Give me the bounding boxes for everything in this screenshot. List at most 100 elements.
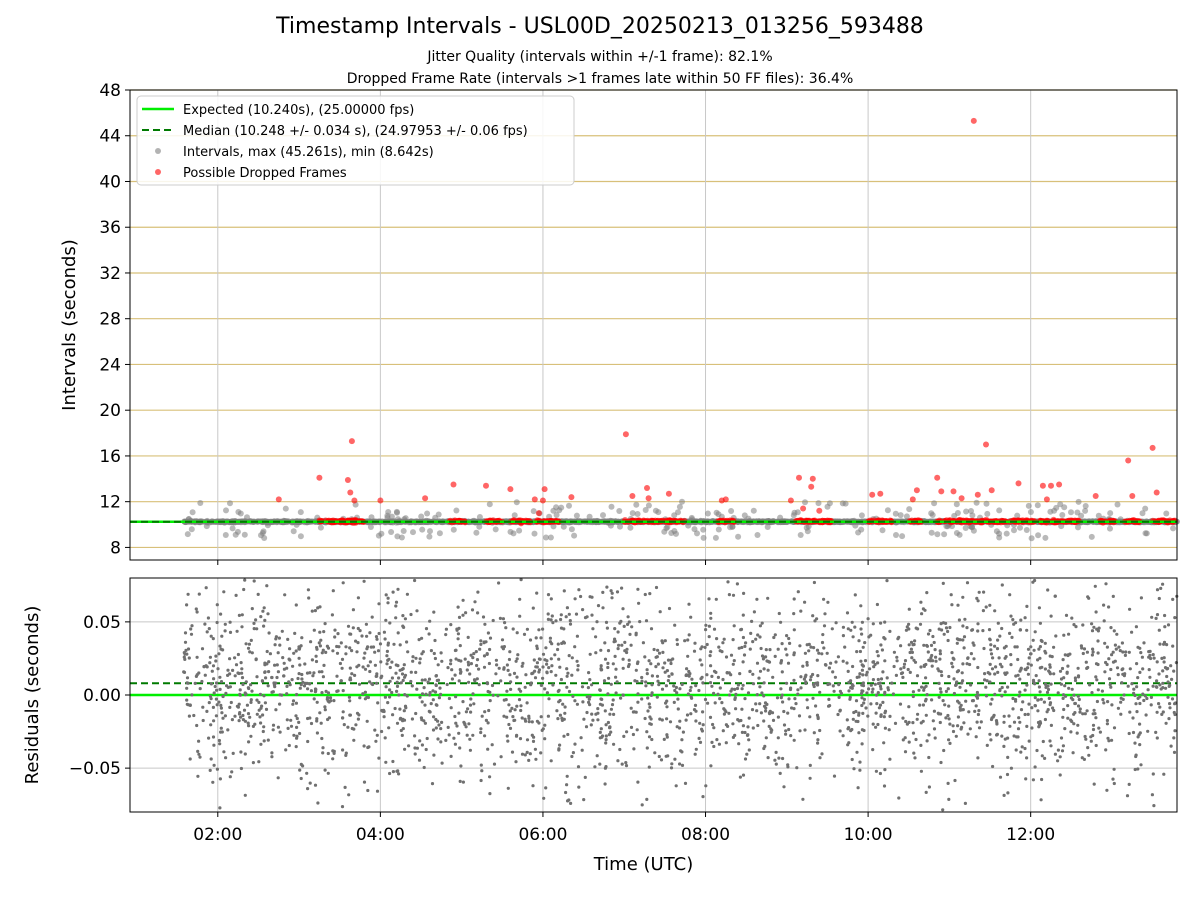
residual-point: [396, 664, 400, 668]
dropped-frame-point: [787, 497, 794, 504]
residual-point: [1155, 736, 1159, 740]
interval-point: [993, 528, 1000, 535]
residual-point: [439, 692, 443, 697]
residual-point: [906, 667, 910, 672]
residual-point: [589, 723, 593, 727]
residual-point: [456, 632, 460, 636]
dropped-frame-point: [1092, 493, 1099, 499]
residual-point: [533, 747, 538, 751]
residual-point: [661, 650, 665, 655]
residual-point: [588, 652, 592, 656]
residual-point: [841, 634, 846, 638]
residual-point: [1165, 643, 1169, 647]
residual-point: [1091, 712, 1095, 716]
residual-point: [211, 664, 216, 668]
residual-point: [358, 696, 362, 700]
residual-point: [393, 706, 397, 711]
residual-point: [375, 789, 380, 793]
residual-point: [1107, 657, 1111, 661]
residual-point: [583, 616, 588, 620]
residual-point: [386, 701, 390, 705]
residual-point: [1138, 670, 1142, 675]
residual-point: [603, 657, 608, 661]
residual-point: [243, 752, 247, 756]
residual-point: [875, 702, 879, 706]
residual-point: [410, 717, 414, 721]
residual-point: [727, 711, 731, 715]
residual-point: [555, 709, 559, 713]
residual-point: [271, 728, 275, 732]
residual-point: [477, 667, 481, 671]
residual-point: [871, 622, 875, 626]
residual-point: [743, 757, 748, 761]
residual-point: [212, 743, 216, 747]
interval-point: [973, 499, 980, 506]
residual-point: [950, 603, 954, 607]
residual-point: [1098, 730, 1102, 734]
residual-point: [550, 614, 554, 618]
residual-point: [423, 721, 427, 725]
residual-point: [689, 615, 693, 619]
dropped-frame-point: [1048, 482, 1054, 489]
residual-point: [261, 609, 265, 613]
residual-point: [383, 736, 387, 740]
residual-point: [846, 727, 850, 731]
dropped-frame-point: [344, 477, 351, 483]
residual-point: [607, 676, 611, 680]
residual-point: [1174, 661, 1178, 665]
residual-point: [637, 601, 641, 605]
residual-point: [1157, 628, 1161, 632]
residual-point: [646, 709, 650, 713]
residual-point: [1136, 696, 1140, 701]
residual-point: [454, 695, 458, 699]
dropped-frame-point: [541, 486, 548, 493]
residual-point: [692, 708, 697, 712]
residual-point: [231, 751, 235, 756]
residual-point: [1117, 645, 1121, 649]
residual-point: [209, 757, 213, 761]
residual-point: [1120, 641, 1124, 645]
residual-point: [664, 684, 669, 688]
interval-point: [516, 527, 523, 534]
residual-point: [858, 649, 863, 654]
residual-point: [765, 702, 769, 707]
interval-point: [1107, 510, 1114, 517]
residual-point: [940, 673, 944, 678]
residual-point: [973, 709, 977, 714]
residual-point: [440, 761, 444, 765]
residual-point: [249, 734, 253, 738]
residual-point: [707, 635, 711, 639]
residual-point: [411, 659, 415, 663]
residual-point: [1086, 746, 1090, 750]
residual-point: [382, 715, 386, 719]
residual-point: [415, 609, 419, 613]
residual-point: [411, 655, 415, 659]
residual-point: [490, 683, 495, 688]
residual-point: [683, 781, 688, 786]
residual-point: [480, 769, 484, 773]
residual-point: [666, 754, 670, 758]
interval-point: [290, 528, 297, 535]
residual-point: [629, 706, 633, 710]
residual-point: [957, 618, 962, 622]
residual-point: [798, 644, 802, 648]
residual-point: [486, 747, 490, 751]
residual-point: [309, 721, 314, 726]
residual-point: [746, 691, 751, 695]
residual-point: [391, 759, 395, 764]
interval-point: [777, 514, 784, 521]
residual-point: [553, 653, 557, 657]
residual-point: [859, 659, 863, 663]
residual-point: [1019, 750, 1023, 754]
residual-point: [306, 588, 310, 592]
residual-point: [562, 589, 566, 593]
residual-point: [373, 728, 377, 732]
residual-point: [799, 686, 803, 690]
residual-point: [1052, 645, 1056, 649]
residual-point: [858, 672, 862, 676]
residual-point: [903, 750, 908, 754]
residual-point: [1083, 734, 1087, 739]
residual-point: [198, 755, 202, 759]
residual-point: [748, 647, 752, 651]
residual-point: [429, 702, 433, 706]
